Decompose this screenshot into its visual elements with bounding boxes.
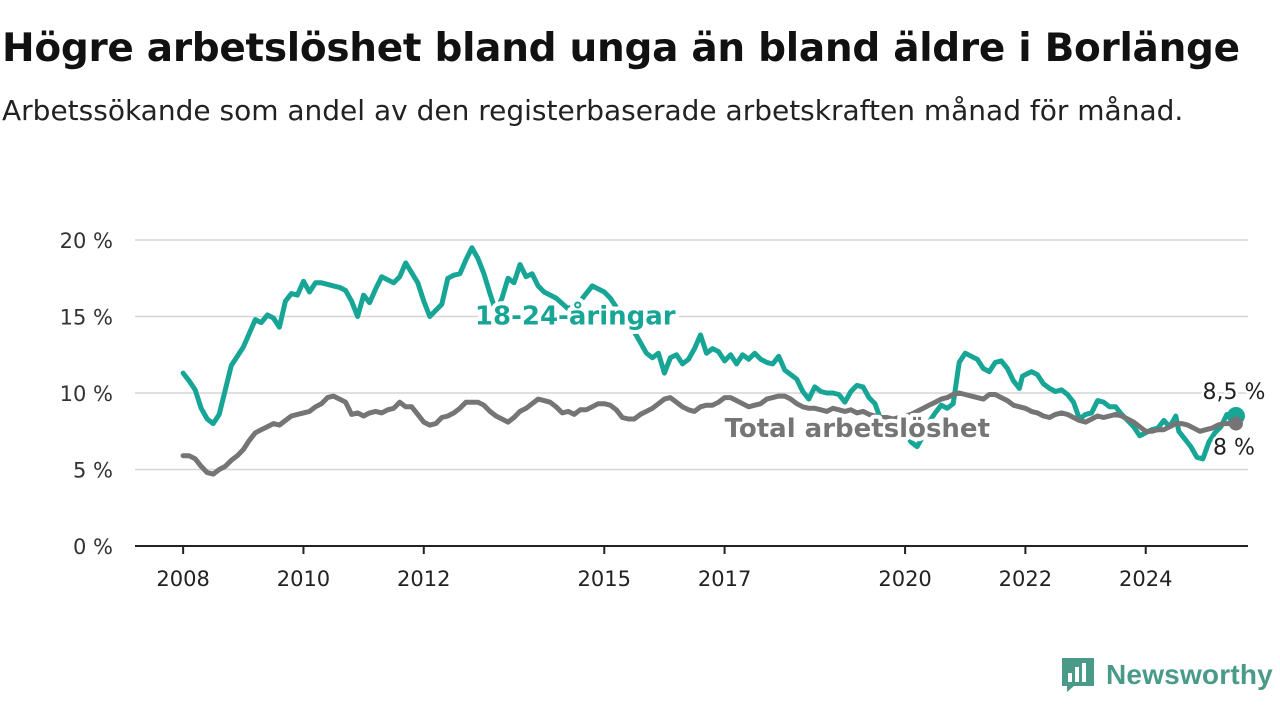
- series-line-18-24: [180, 245, 1239, 462]
- x-tick-label: 2008: [156, 567, 209, 591]
- brand-name: Newsworthy: [1106, 659, 1273, 690]
- series-lines: [180, 245, 1245, 477]
- end-label-total: 8 %: [1213, 436, 1255, 461]
- page-subtitle: Arbetssökande som andel av den registerb…: [2, 94, 1184, 127]
- x-axis: 2008 2010 2012 2015 2017 2020 2022 2024: [135, 545, 1248, 591]
- x-tick-label: 2024: [1119, 567, 1172, 591]
- x-tick-label: 2010: [277, 567, 330, 591]
- series-label-total: Total arbetslöshet: [725, 414, 990, 444]
- x-tick-label: 2012: [397, 567, 450, 591]
- y-tick-label: 15 %: [60, 306, 113, 330]
- newsworthy-logo-icon: [1062, 658, 1094, 692]
- series-line-total: [180, 390, 1239, 477]
- x-tick-label: 2015: [578, 567, 631, 591]
- y-axis-ticks: 0 % 5 % 10 % 15 % 20 %: [60, 229, 113, 559]
- series-label-18-24: 18-24-åringar: [475, 300, 676, 332]
- end-point-total: [1228, 416, 1243, 431]
- x-tick-label: 2020: [878, 567, 931, 591]
- y-tick-label: 5 %: [73, 459, 113, 483]
- newsworthy-brand[interactable]: Newsworthy: [1060, 656, 1273, 694]
- y-tick-label: 10 %: [60, 382, 113, 406]
- page-title: Högre arbetslöshet bland unga än bland ä…: [2, 26, 1240, 71]
- x-tick-label: 2017: [698, 567, 751, 591]
- y-tick-label: 20 %: [60, 229, 113, 253]
- series-labels: 8,5 % 8 % 18-24-åringar Total arbetslöshet: [471, 296, 1268, 464]
- y-tick-label: 0 %: [73, 535, 113, 559]
- end-label-18-24: 8,5 %: [1203, 380, 1266, 405]
- x-tick-label: 2022: [999, 567, 1052, 591]
